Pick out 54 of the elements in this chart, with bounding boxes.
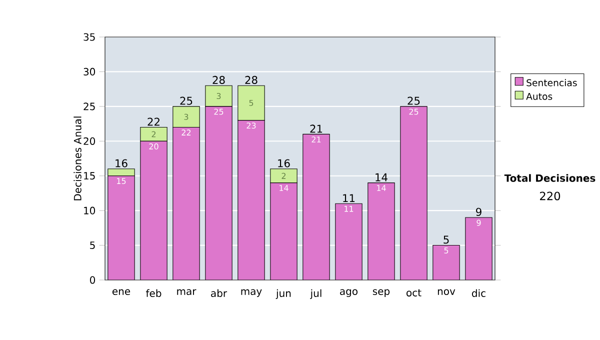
total-label: 21 — [310, 124, 322, 133]
text: 220 — [540, 192, 560, 200]
y-axis-title: Decisiones Anual — [74, 116, 82, 200]
data-label: 15 — [117, 178, 126, 184]
legend-label: Autos — [526, 92, 552, 100]
total-label: 14 — [376, 173, 388, 182]
total-label: 11 — [343, 194, 355, 202]
total-label: 22 — [148, 118, 160, 126]
data-label: 25 — [409, 108, 418, 115]
data-label: 14 — [280, 185, 288, 191]
y-tick-label: 35 — [84, 33, 95, 41]
total-label: 16 — [116, 159, 128, 168]
data-label: 5 — [444, 248, 448, 254]
x-tick-label: jul — [310, 289, 322, 299]
data-label: 11 — [344, 206, 354, 212]
data-label: 14 — [377, 185, 386, 191]
data-label: 2 — [152, 131, 156, 138]
y-tick-label: 20 — [84, 137, 96, 145]
x-tick-label: sep — [372, 289, 390, 297]
data-label: 3 — [216, 92, 221, 100]
y-tick-label: 5 — [90, 242, 95, 250]
data-label: 22 — [182, 130, 191, 136]
y-tick-label: 15 — [84, 172, 95, 180]
data-label: 25 — [214, 108, 224, 115]
total-label: 28 — [245, 76, 258, 84]
total-label: 16 — [278, 159, 290, 168]
x-tick-label: oct — [406, 289, 422, 296]
data-label: 21 — [312, 136, 321, 142]
x-tick-label: may — [241, 289, 262, 297]
x-tick-label: mar — [177, 289, 196, 296]
x-tick-label: jun — [276, 289, 291, 299]
x-tick-label: nov — [438, 289, 456, 296]
data-label: 23 — [246, 122, 256, 129]
data-label: 9 — [476, 220, 481, 226]
x-tick-label: abr — [211, 289, 228, 298]
data-label: 20 — [149, 143, 158, 150]
total-label: 9 — [476, 208, 482, 216]
data-label: 2 — [282, 172, 286, 179]
x-tick-label: dic — [472, 289, 486, 298]
x-tick-label: feb — [146, 289, 162, 298]
text: Total Decisiones — [504, 174, 596, 182]
data-label: 3 — [184, 114, 188, 120]
data-label: 5 — [249, 100, 254, 106]
y-tick-label: 25 — [84, 102, 95, 110]
total-label: 5 — [444, 236, 449, 244]
legend-label: Sentencias — [526, 79, 577, 86]
total-label: 25 — [180, 96, 192, 105]
x-tick-label: ene — [112, 289, 130, 296]
total-label: 28 — [212, 76, 225, 84]
y-tick-label: 0 — [90, 276, 96, 284]
x-tick-label: ago — [340, 289, 358, 297]
total-label: 25 — [408, 96, 420, 105]
y-tick-label: 10 — [84, 206, 96, 214]
y-tick-label: 30 — [84, 68, 96, 76]
